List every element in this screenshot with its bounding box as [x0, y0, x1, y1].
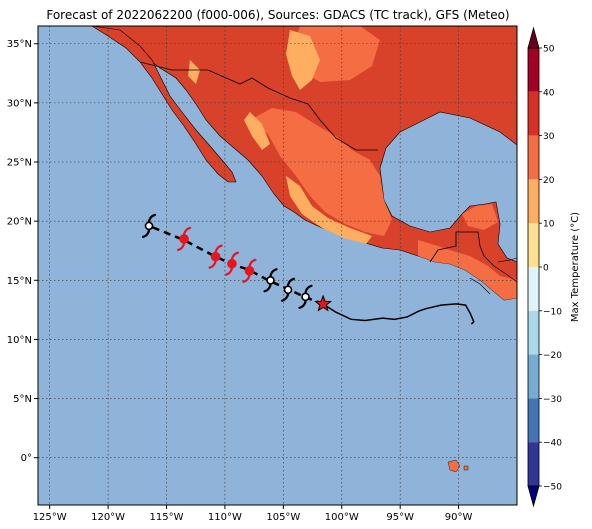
colorbar-band	[528, 48, 539, 92]
axis-ticks: 125°W 120°W 115°W 110°W 105°W 100°W 95°W 90°W 35…	[7, 39, 473, 523]
storm-symbol-icon	[208, 244, 223, 269]
land-mild-zone	[286, 176, 372, 244]
storm-eye-icon	[210, 251, 221, 262]
land-galapagos	[463, 465, 469, 471]
lon-tick-label: 115°W	[150, 512, 184, 523]
current-position-star-icon	[314, 294, 333, 312]
colorbar-tick-label: 10	[543, 220, 555, 230]
colorbar-tick-label: 0	[543, 264, 549, 274]
colorbar-over-arrow	[527, 26, 540, 49]
land-warm-zone	[462, 204, 498, 230]
storm-symbol-icon	[298, 284, 313, 309]
observed-track-line	[322, 303, 475, 325]
lat-tick-label: 35°N	[7, 39, 32, 50]
lon-tick-label: 105°W	[266, 512, 300, 523]
storm-symbol-icon	[280, 277, 296, 302]
colorbar-label: Max Temperature (°C)	[570, 212, 581, 322]
lat-tick-label: 25°N	[7, 158, 32, 169]
lat-tick-label: 10°N	[7, 335, 32, 346]
colorbar-tick-label: −10	[543, 307, 562, 317]
storm-eye-icon	[179, 234, 189, 244]
border-central-america	[469, 255, 517, 295]
land-mild-zone	[244, 112, 270, 150]
lat-tick-label: 0°	[21, 453, 32, 464]
colorbar-tick-label: 20	[543, 176, 555, 186]
storm-eye-icon	[244, 266, 255, 276]
storm-symbols	[141, 213, 333, 312]
land-warm-zone	[250, 108, 392, 236]
colorbar-tick-label: 50	[543, 45, 555, 55]
lon-tick-label: 120°W	[91, 512, 125, 523]
map-frame	[37, 25, 518, 506]
storm-symbol-icon	[242, 258, 257, 283]
border-us-mexico	[139, 61, 378, 151]
land-baja-california	[91, 26, 237, 183]
lat-tick-label: 15°N	[7, 276, 32, 287]
colorbar-tick-label: −20	[543, 351, 562, 361]
colorbar-band	[528, 354, 539, 399]
colorbar-band	[528, 223, 539, 267]
lon-tick-label: 90°W	[445, 512, 473, 523]
land-layer	[91, 26, 517, 473]
forecast-track-line	[148, 224, 324, 306]
colorbar-band	[528, 398, 539, 443]
map-title: Forecast of 2022062200 (f000-006), Sourc…	[46, 8, 510, 22]
colorbar-band	[528, 310, 539, 355]
colorbar-band	[528, 179, 539, 224]
colorbar-band	[528, 267, 539, 311]
colorbar-tick-label: −30	[543, 395, 562, 405]
lon-tick-label: 125°W	[33, 512, 67, 523]
land-mild-zone	[286, 30, 320, 90]
storm-track	[148, 224, 475, 325]
storm-eye-icon	[144, 221, 154, 231]
storm-eye-icon	[301, 292, 310, 302]
storm-symbol-icon	[141, 213, 157, 238]
colorbar: 50 40 30 20 10 0 −10 −20 −30 −40 −50 Max Temperatur…	[527, 26, 581, 508]
land-galapagos	[447, 459, 461, 473]
colorbar-tick-label: 40	[543, 88, 555, 98]
storm-symbol-icon	[224, 251, 240, 276]
colorbar-band	[528, 91, 539, 136]
border-mexico-guatemala	[429, 231, 485, 263]
storm-eye-icon	[266, 275, 275, 285]
lon-tick-label: 100°W	[325, 512, 359, 523]
storm-eye-icon	[227, 258, 237, 269]
lon-tick-label: 95°W	[386, 512, 414, 523]
land-warm-zone	[418, 240, 517, 300]
lat-tick-label: 30°N	[7, 98, 32, 109]
colorbar-band	[528, 442, 539, 486]
storm-symbol-icon	[176, 226, 192, 251]
storm-symbol-icon	[263, 268, 278, 293]
colorbar-tick-label: −40	[543, 439, 562, 449]
lon-tick-label: 110°W	[208, 512, 242, 523]
colorbar-tick-label: 30	[543, 132, 555, 142]
lat-tick-label: 20°N	[7, 217, 32, 228]
colorbar-under-arrow	[527, 485, 540, 508]
colorbar-band	[528, 135, 539, 180]
lat-tick-label: 5°N	[13, 394, 32, 405]
land-mild-zone	[188, 60, 200, 84]
colorbar-tick-label: −50	[543, 483, 562, 493]
storm-eye-icon	[283, 285, 293, 295]
